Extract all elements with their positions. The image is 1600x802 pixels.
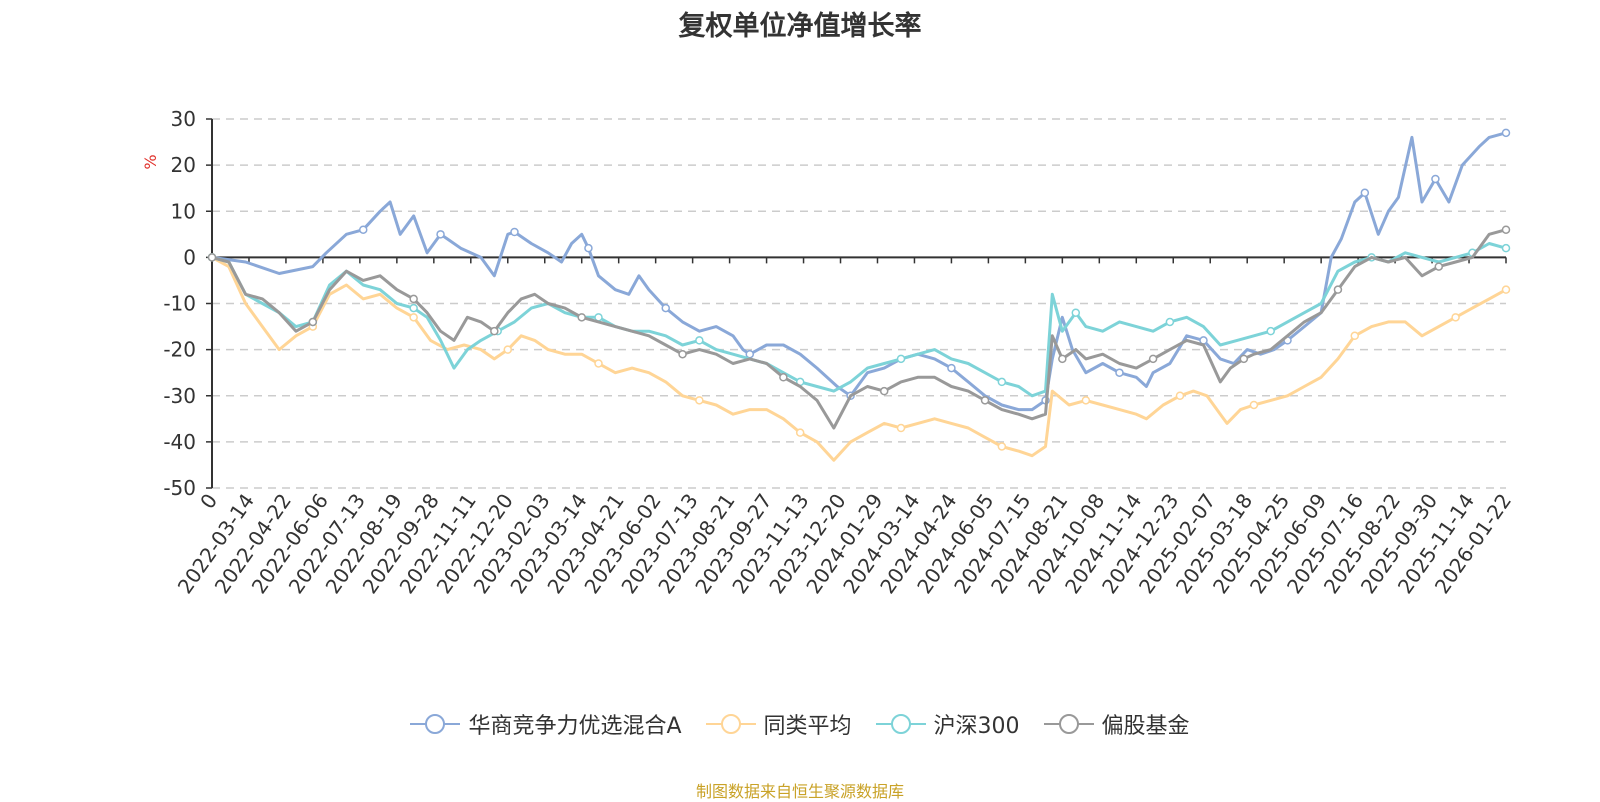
data-point xyxy=(661,303,670,313)
data-point xyxy=(1165,317,1175,327)
data-point xyxy=(896,354,906,364)
y-axis-unit: % xyxy=(141,154,160,169)
data-point xyxy=(779,373,788,382)
data-point xyxy=(997,442,1007,451)
data-point xyxy=(577,313,586,322)
series-line-2 xyxy=(211,242,1507,398)
data-point xyxy=(1115,368,1124,377)
data-point xyxy=(1071,308,1081,317)
chart-title: 复权单位净值增长率 xyxy=(678,11,922,42)
data-point xyxy=(207,253,217,262)
data-point xyxy=(1333,285,1343,294)
data-point xyxy=(678,349,687,359)
data-point xyxy=(997,377,1007,387)
data-point xyxy=(1058,354,1067,364)
data-point xyxy=(947,363,956,373)
data-point xyxy=(980,396,990,405)
data-point xyxy=(1249,400,1259,410)
legend-label: 同类平均 xyxy=(763,714,852,739)
data-point xyxy=(1266,326,1275,336)
data-point xyxy=(436,230,445,239)
data-point xyxy=(879,386,889,396)
y-tick-label: -40 xyxy=(163,430,196,454)
data-point xyxy=(1501,243,1511,253)
legend-item-0[interactable]: 华商竞争力优选混合A xyxy=(410,708,682,740)
legend-item-2[interactable]: 沪深300 xyxy=(875,708,1020,740)
data-point xyxy=(1239,354,1249,364)
data-point xyxy=(503,345,513,354)
legend-label: 沪深300 xyxy=(933,714,1020,739)
series-line-1 xyxy=(211,256,1507,462)
data-point xyxy=(1148,354,1158,364)
legend-symbol-icon xyxy=(875,714,926,734)
series-line-3 xyxy=(211,228,1507,430)
legend-label: 偏股基金 xyxy=(1101,714,1190,739)
data-point xyxy=(409,303,418,313)
y-tick-label: -50 xyxy=(163,476,196,500)
series-line-0 xyxy=(211,131,1507,412)
legend-symbol-icon xyxy=(410,714,461,734)
y-tick-label: 0 xyxy=(183,245,196,269)
data-point xyxy=(490,326,499,336)
data-point xyxy=(1501,225,1511,234)
data-point xyxy=(594,359,603,368)
data-point xyxy=(409,313,418,322)
data-point xyxy=(1434,262,1444,271)
y-tick-label: -30 xyxy=(163,384,196,408)
data-point xyxy=(1501,285,1511,294)
data-point xyxy=(1081,396,1091,405)
x-tick-label: 0 xyxy=(195,489,222,513)
data-point xyxy=(795,428,805,437)
data-point xyxy=(308,317,318,327)
data-point xyxy=(510,227,519,237)
y-tick-label: -20 xyxy=(163,338,196,362)
y-tick-label: 10 xyxy=(171,199,196,223)
y-tick-label: 30 xyxy=(171,107,196,131)
data-point xyxy=(1501,128,1511,138)
data-point xyxy=(1350,331,1360,341)
data-point xyxy=(1431,174,1440,184)
data-point xyxy=(896,423,906,433)
legend-symbol-icon xyxy=(1043,714,1094,734)
data-point xyxy=(695,396,704,405)
data-point xyxy=(409,294,418,304)
data-point xyxy=(1175,391,1185,400)
y-tick-label: 20 xyxy=(171,153,196,177)
data-point xyxy=(1360,188,1370,198)
data-point xyxy=(584,243,593,253)
source-note: 制图数据来自恒生聚源数据库 xyxy=(695,782,904,801)
legend-item-1[interactable]: 同类平均 xyxy=(705,708,852,740)
legend-symbol-icon xyxy=(705,714,756,734)
data-point xyxy=(358,225,368,234)
legend-label: 华商竞争力优选混合A xyxy=(468,714,682,739)
legend-item-3[interactable]: 偏股基金 xyxy=(1043,708,1190,740)
data-point xyxy=(1451,313,1460,322)
y-tick-label: -10 xyxy=(163,292,196,316)
legend: 华商竞争力优选混合A 同类平均 沪深300 偏股基金 xyxy=(0,708,1600,740)
data-point xyxy=(695,336,704,345)
